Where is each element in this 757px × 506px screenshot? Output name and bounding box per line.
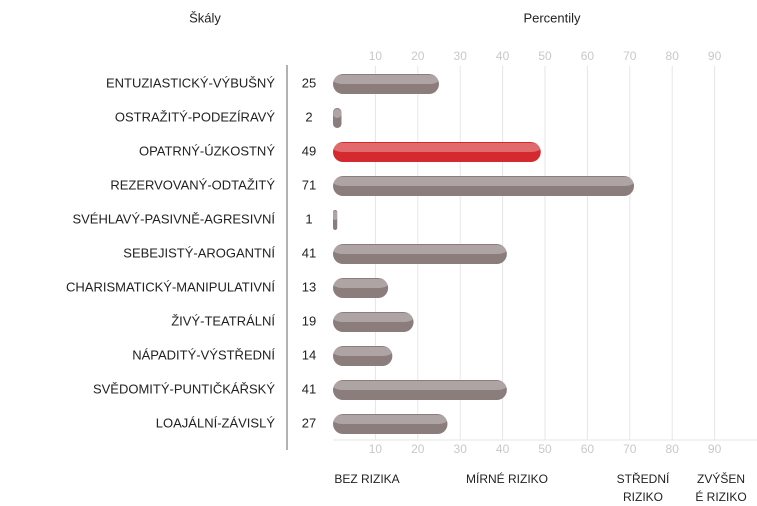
bar [333, 176, 635, 196]
bar [333, 346, 393, 366]
bar [333, 74, 439, 94]
category-label: SEBEJISTÝ-AROGANTNÍ [123, 245, 275, 260]
x-tick-label: 80 [666, 442, 680, 456]
x-tick-label: 50 [538, 442, 552, 456]
value-label: 27 [302, 415, 316, 430]
bar-gloss [333, 109, 342, 118]
bar-gloss [333, 313, 414, 322]
category-label: CHARISMATICKÝ-MANIPULATIVNÍ [66, 279, 275, 294]
x-tick-label: 10 [369, 442, 383, 456]
value-label: 2 [305, 109, 312, 124]
category-label: REZERVOVANÝ-ODTAŽITÝ [110, 177, 275, 192]
value-label: 14 [302, 347, 316, 362]
bar-gloss [333, 279, 389, 288]
bar-gloss [333, 75, 439, 84]
category-label: SVÉHLAVÝ-PASIVNĚ-AGRESIVNÍ [72, 211, 275, 226]
x-tick-label: 60 [581, 49, 595, 63]
x-tick-label: 10 [369, 49, 383, 63]
bar-gloss [333, 415, 448, 424]
x-tick-label: 90 [708, 442, 722, 456]
value-label: 1 [305, 211, 312, 226]
value-label: 71 [302, 177, 316, 192]
category-label: OSTRAŽITÝ-PODEZÍRAVÝ [115, 109, 275, 124]
bar [333, 414, 448, 434]
x-tick-label: 60 [581, 442, 595, 456]
x-tick-label: 70 [623, 442, 637, 456]
x-tick-label: 50 [538, 49, 552, 63]
category-label: SVĚDOMITÝ-PUNTIČKÁŘSKÝ [93, 381, 275, 396]
category-label: ŽIVÝ-TEATRÁLNÍ [171, 313, 275, 328]
bar [333, 312, 414, 332]
category-label: NÁPADITÝ-VÝSTŘEDNÍ [132, 347, 275, 362]
bar-gloss [333, 143, 541, 152]
zone-label: É RIZIKO [695, 489, 746, 504]
zone-label: MÍRNÉ RIZIKO [466, 471, 548, 486]
x-tick-label: 80 [666, 49, 680, 63]
bar [333, 278, 389, 298]
value-label: 41 [302, 245, 316, 260]
x-tick-label: 30 [454, 442, 468, 456]
category-label: ENTUZIASTICKÝ-VÝBUŠNÝ [106, 75, 275, 90]
bar-gloss [333, 211, 338, 220]
bar [333, 142, 541, 162]
x-tick-label: 20 [411, 442, 425, 456]
category-header: Škály [189, 10, 221, 25]
category-label: LOAJÁLNÍ-ZÁVISLÝ [156, 415, 276, 430]
value-label: 41 [302, 381, 316, 396]
bar-gloss [333, 381, 507, 390]
zone-label: BEZ RIZIKA [334, 472, 399, 486]
value-label: 13 [302, 279, 316, 294]
value-label: 49 [302, 143, 316, 158]
x-tick-label: 40 [496, 442, 510, 456]
x-tick-label: 90 [708, 49, 722, 63]
bar [333, 244, 507, 264]
category-label: OPATRNÝ-ÚZKOSTNÝ [139, 143, 275, 158]
bar [333, 380, 507, 400]
bar-gloss [333, 177, 635, 186]
bar [333, 108, 342, 128]
bar [333, 210, 338, 230]
x-tick-label: 30 [454, 49, 468, 63]
zone-label: STŘEDNÍ [617, 471, 670, 486]
bar-gloss [333, 347, 393, 356]
value-label: 19 [302, 313, 316, 328]
x-tick-label: 70 [623, 49, 637, 63]
zone-label: RIZIKO [623, 490, 663, 504]
zone-label: ZVÝŠEN [697, 471, 745, 486]
value-label: 25 [302, 75, 316, 90]
x-tick-label: 40 [496, 49, 510, 63]
chart-title: Percentily [523, 10, 581, 25]
bar-gloss [333, 245, 507, 254]
x-tick-label: 20 [411, 49, 425, 63]
